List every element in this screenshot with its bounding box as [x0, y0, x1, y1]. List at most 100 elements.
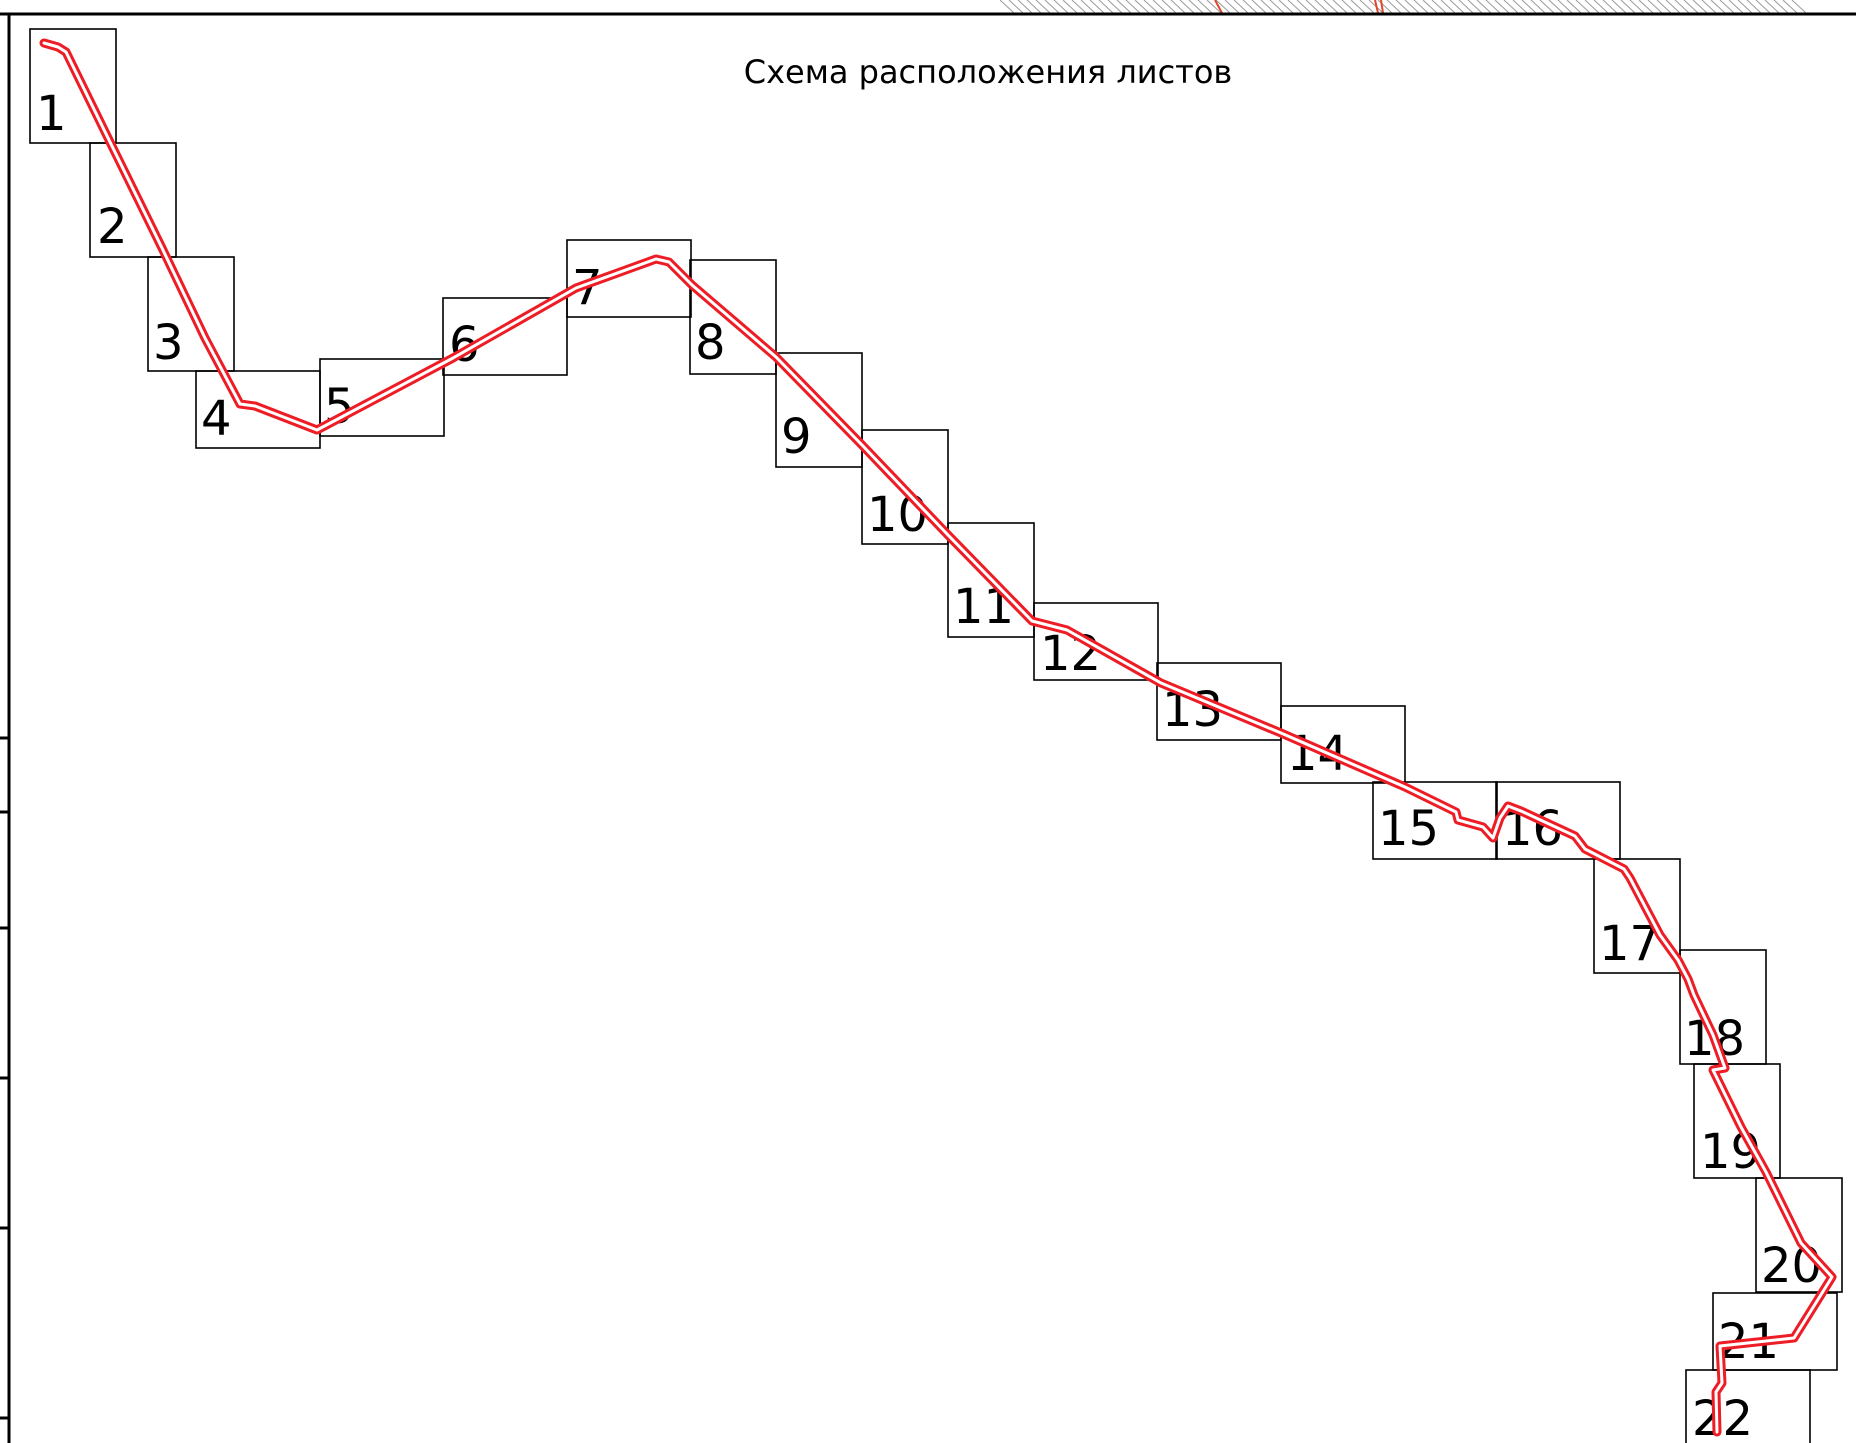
sheet-3: 3: [147, 256, 235, 372]
hatch-line: [1017, 0, 1033, 14]
hatch-line: [1773, 0, 1789, 14]
hatch-line: [1746, 0, 1762, 14]
diagram-title: Схема расположения листов: [744, 53, 1233, 91]
hatch-line: [1467, 0, 1483, 14]
sheet-8: 8: [689, 259, 777, 375]
sheet-frame: [89, 142, 177, 258]
hatch-line: [1377, 0, 1393, 14]
hatch-line: [1539, 0, 1555, 14]
sheet-20: 20: [1755, 1177, 1843, 1294]
hatch-line: [1116, 0, 1132, 14]
hatch-line: [1656, 0, 1672, 14]
sheet-frame: [1755, 1177, 1843, 1293]
hatch-line: [1422, 0, 1438, 14]
hatch-line: [1089, 0, 1105, 14]
sheet-22: 22: [1685, 1369, 1811, 1443]
hatch-line: [1161, 0, 1177, 14]
hatch-line: [1503, 0, 1519, 14]
hatch-line: [1080, 0, 1096, 14]
hatch-line: [1674, 0, 1690, 14]
sheet-9: 9: [775, 352, 863, 468]
sheet-frame: [147, 256, 235, 372]
hatch-line: [1062, 0, 1078, 14]
hatch-line: [1107, 0, 1123, 14]
sheet-17: 17: [1593, 858, 1681, 974]
hatch-line: [1044, 0, 1060, 14]
sheet-frame: [1685, 1369, 1811, 1443]
hatch-line: [1071, 0, 1087, 14]
top-hatch-fragment: [999, 0, 1807, 14]
sheet-7: 7: [566, 239, 692, 318]
hatch-line: [1431, 0, 1447, 14]
sheet-16: 16: [1495, 781, 1621, 860]
sheet-6: 6: [442, 297, 568, 376]
hatch-line: [1269, 0, 1285, 14]
accent-line: [1214, 0, 1223, 14]
route-path-outline: [39, 38, 1837, 1437]
hatch-line: [1242, 0, 1258, 14]
sheet-frame: [1280, 705, 1406, 784]
hatch-line: [1791, 0, 1807, 14]
hatch-line: [1458, 0, 1474, 14]
sheet-frame: [29, 28, 117, 144]
hatch-line: [1350, 0, 1366, 14]
hatch-line: [1035, 0, 1051, 14]
hatch-line: [1251, 0, 1267, 14]
sheet-2: 2: [89, 142, 177, 258]
hatch-line: [1197, 0, 1213, 14]
sheet-frame: [1033, 602, 1159, 681]
hatch-line: [1593, 0, 1609, 14]
sheet-number: 1: [36, 86, 67, 142]
sheet-15: 15: [1372, 781, 1498, 860]
hatch-line: [1341, 0, 1357, 14]
hatch-line: [1647, 0, 1663, 14]
hatch-line: [1053, 0, 1069, 14]
sheet-frame: [1156, 662, 1282, 741]
hatch-line: [999, 0, 1015, 14]
hatch-line: [1413, 0, 1429, 14]
accent-line: [1374, 0, 1379, 14]
hatch-line: [1026, 0, 1042, 14]
hatch-line: [1314, 0, 1330, 14]
hatch-line: [1206, 0, 1222, 14]
hatch-line: [1215, 0, 1231, 14]
hatch-line: [1134, 0, 1150, 14]
sheet-frame: [319, 358, 445, 437]
hatch-line: [1143, 0, 1159, 14]
hatch-line: [1575, 0, 1591, 14]
sheet-number: 15: [1378, 801, 1439, 857]
hatch-line: [1548, 0, 1564, 14]
route-path-center: [42, 41, 1834, 1434]
hatch-line: [1395, 0, 1411, 14]
hatch-line: [1332, 0, 1348, 14]
hatch-line: [1386, 0, 1402, 14]
hatch-line: [1611, 0, 1627, 14]
hatch-line: [1485, 0, 1501, 14]
hatch-line: [1557, 0, 1573, 14]
sheet-frame: [689, 259, 777, 375]
sheet-number: 9: [781, 409, 812, 465]
route-line: [39, 38, 1837, 1437]
sheet-frame: [442, 297, 568, 376]
hatch-line: [1566, 0, 1582, 14]
hatch-line: [1440, 0, 1456, 14]
hatch-line: [1152, 0, 1168, 14]
hatch-line: [1665, 0, 1681, 14]
hatch-line: [1521, 0, 1537, 14]
hatch-line: [1476, 0, 1492, 14]
hatch-line: [1638, 0, 1654, 14]
sheet-number: 3: [153, 315, 184, 371]
sheet-number: 8: [695, 315, 726, 371]
hatch-line: [1188, 0, 1204, 14]
hatch-line: [1359, 0, 1375, 14]
sheet-number: 22: [1692, 1391, 1753, 1443]
sheet-frame: [775, 352, 863, 468]
sheet-1: 1: [29, 28, 117, 144]
sheet-10: 10: [861, 429, 949, 545]
hatch-line: [1287, 0, 1303, 14]
hatch-line: [1620, 0, 1636, 14]
sheet-number: 10: [867, 487, 928, 543]
sheet-frame: [1693, 1063, 1781, 1179]
